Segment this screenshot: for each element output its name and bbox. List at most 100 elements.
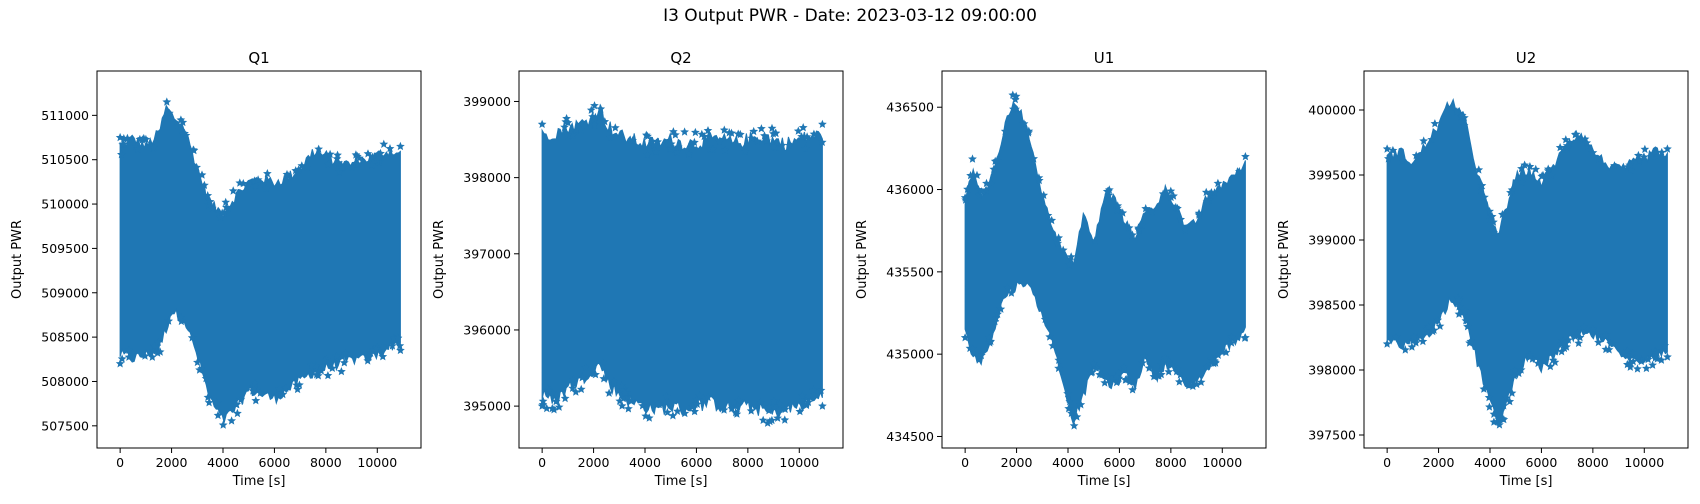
scatter-point bbox=[213, 410, 223, 420]
axes-frame bbox=[518, 70, 844, 449]
x-tick-label: 0 bbox=[116, 455, 124, 470]
scatter-point bbox=[747, 133, 757, 142]
x-axis-label: Time [s] bbox=[654, 474, 708, 489]
y-tick-label: 510500 bbox=[41, 152, 89, 167]
scatter-point bbox=[250, 379, 260, 388]
scatter-point bbox=[1489, 417, 1499, 426]
scatter-point bbox=[691, 127, 700, 137]
scatter-point bbox=[644, 413, 654, 422]
scatter-point bbox=[115, 359, 125, 368]
scatter-point bbox=[606, 133, 615, 142]
scatter-point bbox=[274, 384, 284, 393]
scatter-point bbox=[727, 404, 737, 413]
scatter-point bbox=[197, 364, 207, 373]
scatter-point bbox=[124, 345, 134, 354]
scatter-point bbox=[1582, 138, 1592, 147]
scatter-point bbox=[1506, 188, 1515, 197]
scatter-point bbox=[991, 313, 1001, 323]
scatter-point bbox=[1072, 412, 1082, 421]
scatter-point bbox=[731, 408, 741, 417]
scatter-point bbox=[669, 127, 678, 136]
subplot-title: U2 bbox=[1516, 49, 1537, 67]
scatter-point bbox=[307, 360, 316, 370]
scatter-point bbox=[1663, 352, 1672, 361]
scatter-point bbox=[653, 399, 663, 409]
x-tick-label: 10000 bbox=[357, 455, 397, 470]
scatter-point bbox=[1058, 245, 1068, 254]
scatter-point bbox=[741, 147, 750, 156]
scatter-point bbox=[1454, 295, 1464, 304]
x-tick-label: 8000 bbox=[1155, 455, 1187, 470]
scatter-point bbox=[1138, 358, 1147, 367]
scatter-point bbox=[804, 397, 813, 407]
scatter-point bbox=[615, 396, 625, 405]
scatter-point bbox=[626, 396, 636, 405]
scatter-point bbox=[1411, 151, 1421, 160]
scatter-band bbox=[1386, 98, 1668, 426]
scatter-point bbox=[133, 144, 143, 153]
scatter-point bbox=[205, 197, 215, 206]
scatter-point bbox=[221, 197, 231, 206]
scatter-point bbox=[1053, 239, 1062, 248]
scatter-point bbox=[249, 384, 258, 393]
scatter-point bbox=[765, 416, 775, 426]
scatter-point bbox=[749, 126, 759, 136]
scatter-point bbox=[769, 142, 779, 151]
scatter-point bbox=[1066, 252, 1076, 261]
x-tick-label: 8000 bbox=[310, 455, 342, 470]
scatter-point bbox=[1125, 377, 1135, 386]
scatter-point bbox=[201, 374, 211, 383]
scatter-point bbox=[1391, 332, 1401, 342]
scatter-point bbox=[1574, 338, 1583, 347]
scatter-point bbox=[663, 407, 672, 417]
scatter-point bbox=[1209, 356, 1219, 365]
scatter-point bbox=[1205, 189, 1215, 198]
y-tick-label: 398500 bbox=[1308, 298, 1356, 313]
scatter-point bbox=[1382, 144, 1392, 153]
figure-title: I3 Output PWR - Date: 2023-03-12 09:00:0… bbox=[663, 6, 1037, 26]
scatter-point bbox=[972, 170, 982, 179]
x-tick-label: 10000 bbox=[1202, 455, 1242, 470]
scatter-point bbox=[149, 143, 158, 152]
scatter-point bbox=[203, 392, 213, 402]
scatter-point bbox=[591, 370, 600, 379]
scatter-point bbox=[1043, 211, 1053, 220]
scatter-point bbox=[164, 316, 173, 325]
scatter-point bbox=[1235, 167, 1244, 176]
scatter-point bbox=[576, 125, 585, 134]
scatter-point bbox=[1516, 365, 1526, 374]
scatter-point bbox=[150, 341, 160, 350]
scatter-point bbox=[1100, 378, 1110, 387]
scatter-point bbox=[599, 374, 609, 383]
scatter-point bbox=[617, 381, 627, 390]
scatter-point bbox=[549, 405, 559, 414]
x-tick-label: 10000 bbox=[779, 455, 819, 470]
scatter-point bbox=[769, 129, 778, 138]
scatter-point bbox=[1418, 336, 1428, 346]
scatter-point bbox=[1555, 143, 1565, 152]
scatter-point bbox=[1457, 110, 1467, 120]
scatter-point bbox=[375, 157, 384, 166]
scatter-point bbox=[1384, 154, 1393, 163]
scatter-point bbox=[795, 407, 805, 416]
scatter-point bbox=[648, 136, 657, 146]
scatter-point bbox=[734, 395, 743, 405]
scatter-point bbox=[1167, 360, 1177, 369]
scatter-point bbox=[124, 352, 134, 361]
scatter-point bbox=[610, 123, 620, 132]
scatter-point bbox=[966, 171, 975, 180]
scatter-point bbox=[1111, 372, 1121, 381]
y-tick-label: 434500 bbox=[886, 429, 934, 444]
scatter-point bbox=[1065, 397, 1075, 406]
scatter-point bbox=[294, 165, 303, 174]
scatter-point bbox=[571, 387, 581, 396]
scatter-point bbox=[363, 356, 373, 365]
scatter-point bbox=[1169, 191, 1178, 200]
scatter-point bbox=[1588, 148, 1598, 157]
scatter-point bbox=[537, 401, 547, 410]
scatter-point bbox=[1172, 367, 1181, 376]
scatter-point bbox=[1435, 321, 1445, 330]
scatter-points bbox=[1382, 107, 1672, 429]
scatter-point bbox=[148, 352, 157, 361]
scatter-point bbox=[1640, 144, 1650, 154]
